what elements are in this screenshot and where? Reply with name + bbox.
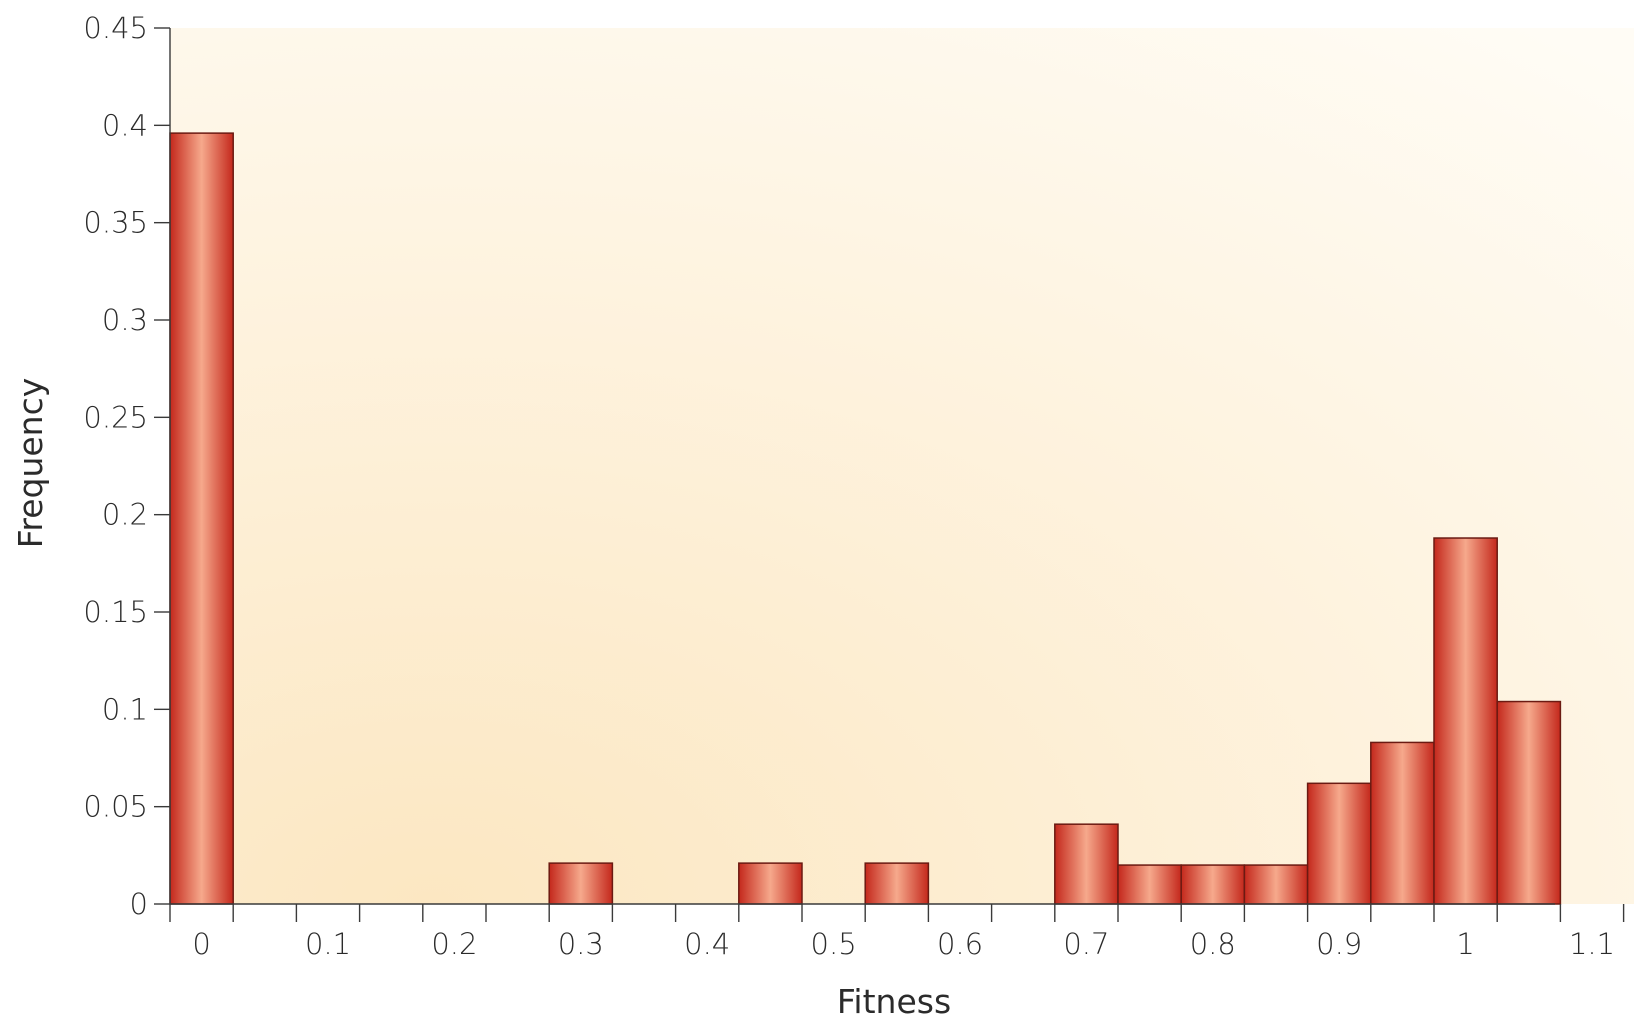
histogram-bar (1180, 864, 1246, 905)
x-tick-label: 0.1 (305, 927, 351, 961)
y-tick-label: 0.1 (102, 692, 148, 726)
y-tick-label: 0.05 (83, 790, 148, 824)
x-tick-label: 0.3 (558, 927, 604, 961)
x-tick-label: 0 (192, 927, 210, 961)
y-tick-label: 0.35 (83, 206, 148, 240)
axes: 0 0.05 0.1 0.15 0.2 0.25 0.3 0.35 0.4 0.45 0 0.1 0.… (83, 11, 1625, 961)
y-tick-label: 0.45 (83, 11, 148, 45)
histogram-bar (1370, 741, 1435, 905)
x-tick-label: 1 (1456, 927, 1474, 961)
x-tick-label: 0.9 (1316, 927, 1362, 961)
x-axis-ticks: 0 0.1 0.2 0.3 0.4 0.5 0.6 0.7 0.8 0.9 1 1.1 (169, 904, 1625, 961)
histogram-bar (738, 862, 803, 905)
x-tick-label: 0.6 (937, 927, 983, 961)
x-tick-label: 0.7 (1063, 927, 1109, 961)
y-tick-label: 0.25 (83, 400, 148, 434)
histogram-bar (1496, 700, 1562, 905)
x-axis-title: Fitness (837, 982, 951, 1021)
y-tick-label: 0.4 (102, 108, 148, 142)
y-tick-label: 0.15 (83, 595, 148, 629)
y-tick-label: 0 (130, 887, 148, 921)
histogram-bar (1433, 537, 1498, 905)
y-axis-title: Frequency (11, 378, 50, 548)
histogram-bar (1054, 823, 1119, 905)
histogram-bar (548, 862, 614, 905)
histogram-bar (1243, 864, 1309, 905)
histogram-bar (1306, 782, 1372, 905)
histogram-bar (1117, 864, 1182, 905)
x-tick-label: 0.8 (1190, 927, 1236, 961)
histogram-bars (169, 132, 1562, 905)
y-tick-label: 0.2 (102, 498, 148, 532)
y-axis-ticks: 0 0.05 0.1 0.15 0.2 0.25 0.3 0.35 0.4 0.45 (83, 11, 170, 921)
x-tick-label: 0.4 (684, 927, 730, 961)
histogram-bar (864, 862, 930, 905)
x-tick-label: 1.1 (1569, 927, 1615, 961)
x-tick-label: 0.2 (431, 927, 477, 961)
y-tick-label: 0.3 (102, 303, 148, 337)
histogram-bar (169, 132, 234, 905)
x-tick-label: 0.5 (811, 927, 857, 961)
